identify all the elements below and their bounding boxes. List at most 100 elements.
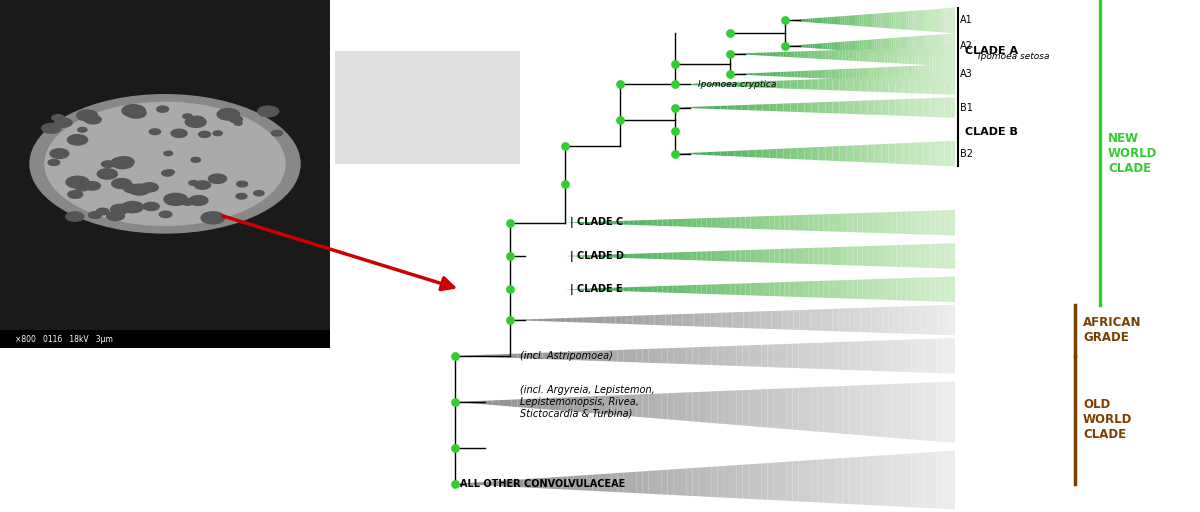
Polygon shape: [530, 398, 536, 409]
Polygon shape: [662, 252, 667, 260]
Polygon shape: [848, 41, 851, 51]
Point: [500, 285, 520, 293]
Polygon shape: [892, 12, 893, 29]
Polygon shape: [704, 313, 710, 327]
Polygon shape: [811, 70, 815, 78]
Polygon shape: [918, 339, 924, 373]
Polygon shape: [580, 351, 587, 360]
Polygon shape: [874, 340, 880, 371]
Polygon shape: [712, 251, 716, 261]
Polygon shape: [736, 284, 740, 295]
Polygon shape: [868, 212, 872, 233]
Polygon shape: [904, 11, 906, 30]
Text: CLADE A: CLADE A: [965, 46, 1018, 56]
Polygon shape: [833, 214, 838, 231]
Polygon shape: [851, 69, 853, 80]
Polygon shape: [727, 82, 731, 87]
Polygon shape: [870, 14, 872, 27]
Polygon shape: [842, 342, 848, 370]
Polygon shape: [828, 42, 829, 50]
Point: [445, 352, 464, 360]
Point: [611, 80, 630, 89]
Polygon shape: [892, 99, 895, 116]
Polygon shape: [856, 15, 857, 26]
Polygon shape: [884, 49, 888, 63]
Polygon shape: [924, 142, 928, 165]
Polygon shape: [936, 35, 938, 57]
Polygon shape: [936, 244, 941, 268]
Circle shape: [67, 135, 88, 145]
Polygon shape: [774, 344, 780, 368]
Polygon shape: [766, 104, 769, 111]
Circle shape: [77, 110, 97, 121]
Polygon shape: [923, 10, 925, 31]
Polygon shape: [648, 253, 653, 259]
Polygon shape: [886, 144, 888, 163]
Polygon shape: [842, 458, 848, 504]
Point: [665, 80, 684, 89]
Polygon shape: [812, 18, 815, 23]
Polygon shape: [738, 151, 742, 157]
Polygon shape: [860, 145, 864, 162]
Polygon shape: [727, 151, 731, 156]
Polygon shape: [682, 107, 685, 108]
Polygon shape: [761, 311, 766, 329]
FancyBboxPatch shape: [0, 0, 330, 348]
Polygon shape: [784, 80, 787, 89]
Polygon shape: [689, 84, 692, 85]
Polygon shape: [736, 250, 740, 262]
Polygon shape: [486, 400, 492, 405]
Polygon shape: [720, 152, 724, 156]
Polygon shape: [706, 391, 712, 423]
Polygon shape: [882, 49, 884, 62]
Polygon shape: [792, 344, 799, 368]
Polygon shape: [930, 452, 936, 508]
Polygon shape: [948, 97, 952, 118]
Polygon shape: [930, 382, 936, 441]
Point: [500, 316, 520, 324]
Polygon shape: [577, 317, 582, 323]
Polygon shape: [810, 309, 816, 331]
Polygon shape: [863, 246, 868, 266]
Polygon shape: [892, 143, 895, 164]
Polygon shape: [893, 38, 895, 54]
Polygon shape: [521, 319, 527, 321]
Polygon shape: [721, 251, 726, 261]
Polygon shape: [920, 142, 924, 165]
Polygon shape: [889, 38, 892, 54]
Polygon shape: [589, 222, 594, 224]
Polygon shape: [678, 153, 682, 154]
Polygon shape: [743, 390, 749, 426]
Polygon shape: [850, 145, 853, 162]
Polygon shape: [792, 52, 794, 57]
Polygon shape: [862, 40, 864, 52]
Polygon shape: [766, 81, 769, 88]
Circle shape: [54, 118, 72, 127]
Polygon shape: [874, 456, 880, 506]
Polygon shape: [868, 341, 874, 371]
Polygon shape: [872, 246, 877, 266]
Polygon shape: [730, 465, 737, 498]
Polygon shape: [762, 104, 766, 111]
Polygon shape: [649, 349, 655, 363]
Polygon shape: [686, 347, 692, 365]
Polygon shape: [682, 252, 686, 260]
Polygon shape: [920, 75, 924, 94]
Polygon shape: [811, 460, 817, 502]
Polygon shape: [605, 350, 611, 361]
Circle shape: [182, 200, 193, 205]
Polygon shape: [724, 151, 727, 156]
Polygon shape: [952, 74, 955, 95]
Polygon shape: [474, 482, 480, 485]
Point: [665, 103, 684, 112]
Text: Ipomoea cryptica: Ipomoea cryptica: [698, 80, 776, 89]
Circle shape: [214, 131, 222, 136]
Polygon shape: [772, 72, 775, 76]
Polygon shape: [784, 148, 787, 159]
Polygon shape: [827, 309, 833, 331]
Polygon shape: [938, 9, 940, 32]
Polygon shape: [769, 149, 773, 158]
Polygon shape: [749, 150, 752, 157]
Polygon shape: [910, 66, 913, 82]
Polygon shape: [734, 105, 738, 110]
